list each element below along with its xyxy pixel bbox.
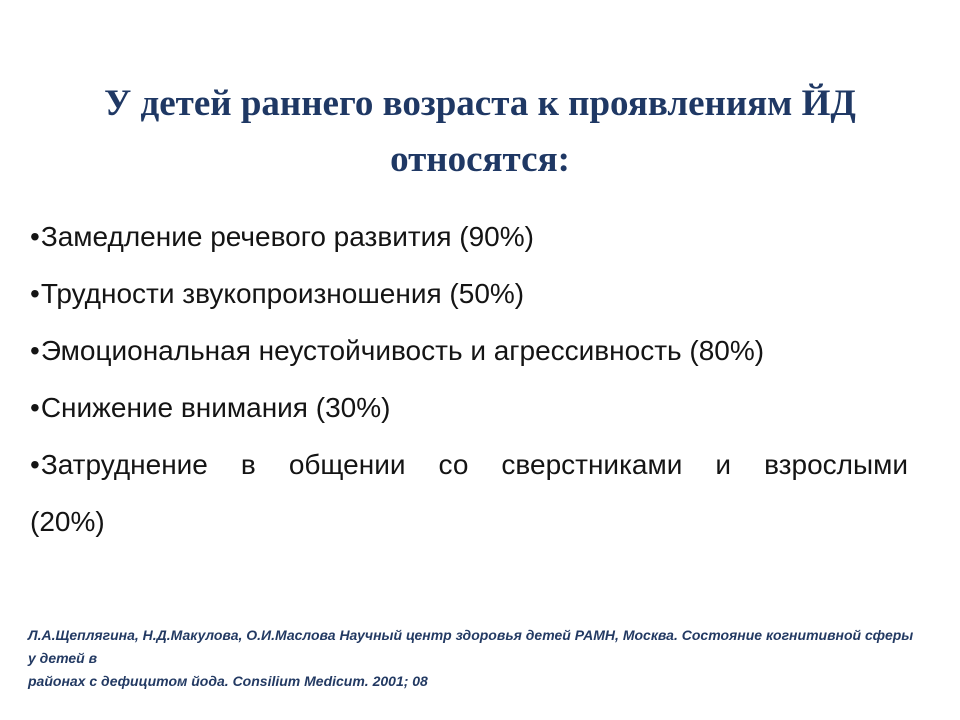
bullet-item: •Затруднение в общении со сверстниками и… [30,436,908,550]
bullet-text: Снижение внимания (30%) [40,392,391,423]
bullet-text: Трудности звукопроизношения (50%) [40,278,525,309]
bullet-item: •Трудности звукопроизношения (50%) [30,265,908,322]
footnote-line: районах с дефицитом йода. Consilium Medi… [28,673,428,689]
bullet-marker: • [30,278,40,309]
bullet-marker: • [30,449,40,480]
bullet-line: •Снижение внимания (30%) [30,379,908,436]
bullet-list: •Замедление речевого развития (90%) •Тру… [30,208,908,550]
bullet-text: Эмоциональная неустойчивость и агрессивн… [40,335,765,366]
bullet-marker: • [30,392,40,423]
footnote-line: Л.А.Щеплягина, Н.Д.Макулова, О.И.Маслова… [28,627,914,666]
bullet-item: •Замедление речевого развития (90%) [30,208,908,265]
bullet-line: •Затруднение в общении со сверстниками и… [30,436,908,493]
bullet-line-continuation: (20%) [30,506,105,537]
bullet-marker: • [30,221,40,252]
slide-title-line: У детей раннего возраста к проявлениям Й… [104,83,856,124]
bullet-text: Затруднение в общении со сверстниками и … [40,449,908,480]
slide-title-line: относятся: [390,139,570,180]
slide-title: У детей раннего возраста к проявлениям Й… [55,76,905,188]
bullet-text: Замедление речевого развития (90%) [40,221,534,252]
citation-footnote: Л.А.Щеплягина, Н.Д.Макулова, О.И.Маслова… [28,624,920,693]
bullet-line: •Трудности звукопроизношения (50%) [30,265,908,322]
bullet-marker: • [30,335,40,366]
bullet-item: •Эмоциональная неустойчивость и агрессив… [30,322,908,379]
bullet-line: •Замедление речевого развития (90%) [30,208,908,265]
bullet-line: •Эмоциональная неустойчивость и агрессив… [30,322,908,379]
bullet-item: •Снижение внимания (30%) [30,379,908,436]
